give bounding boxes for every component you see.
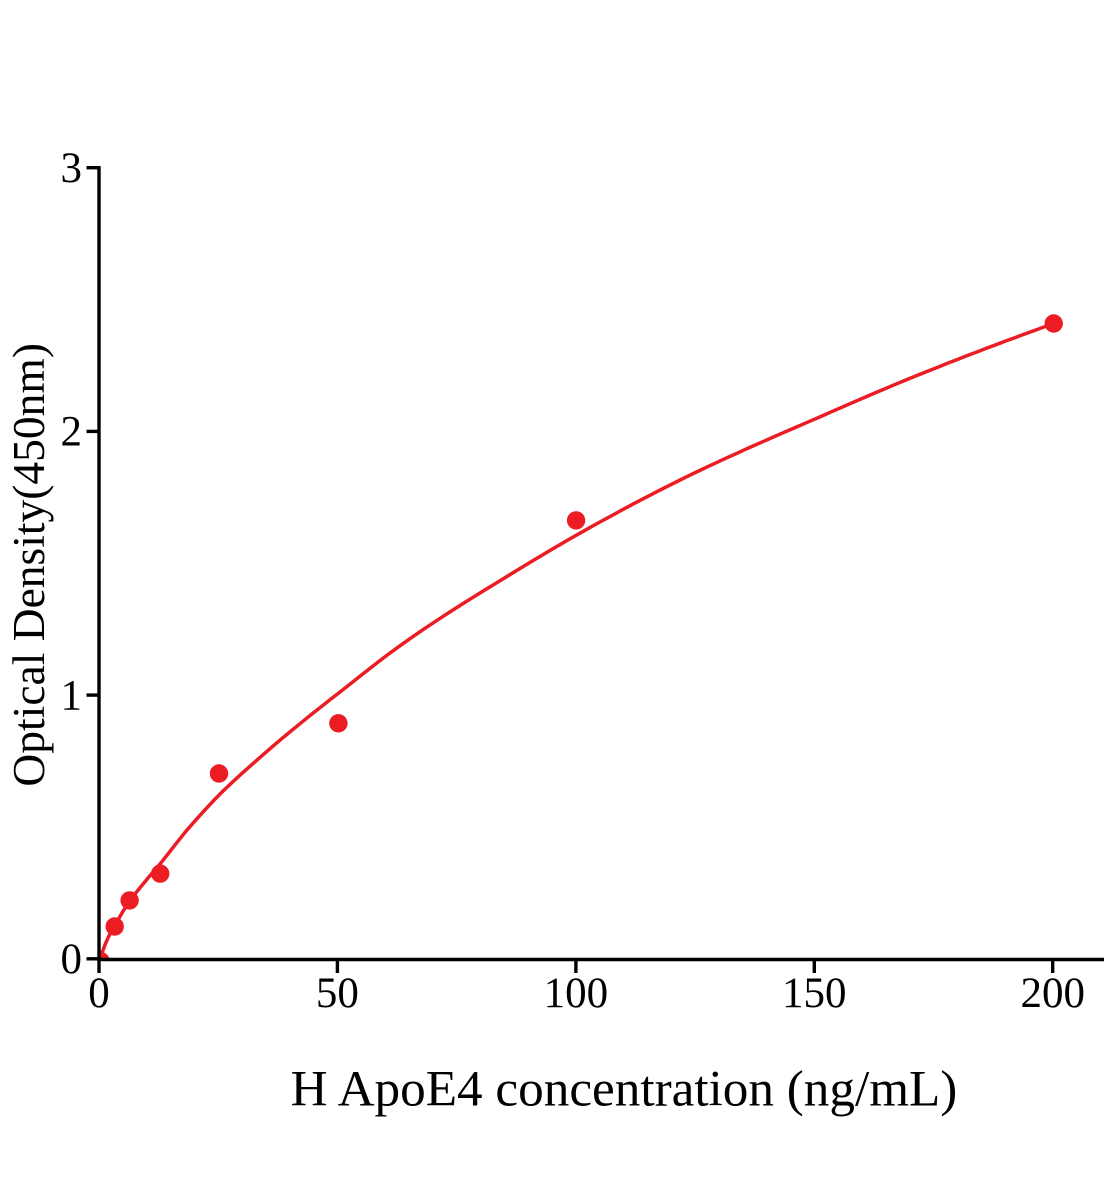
- svg-text:200: 200: [1020, 970, 1085, 1017]
- svg-text:0: 0: [61, 936, 83, 983]
- svg-text:1: 1: [61, 672, 83, 719]
- svg-text:2: 2: [61, 409, 83, 456]
- svg-text:Optical Density(450nm): Optical Density(450nm): [3, 343, 54, 787]
- svg-text:50: 50: [316, 970, 359, 1017]
- svg-text:150: 150: [782, 970, 847, 1017]
- svg-text:100: 100: [544, 970, 609, 1017]
- svg-text:3: 3: [61, 145, 83, 192]
- svg-text:0: 0: [88, 970, 110, 1017]
- svg-text:H ApoE4 concentration (ng/mL): H ApoE4 concentration (ng/mL): [291, 1060, 958, 1117]
